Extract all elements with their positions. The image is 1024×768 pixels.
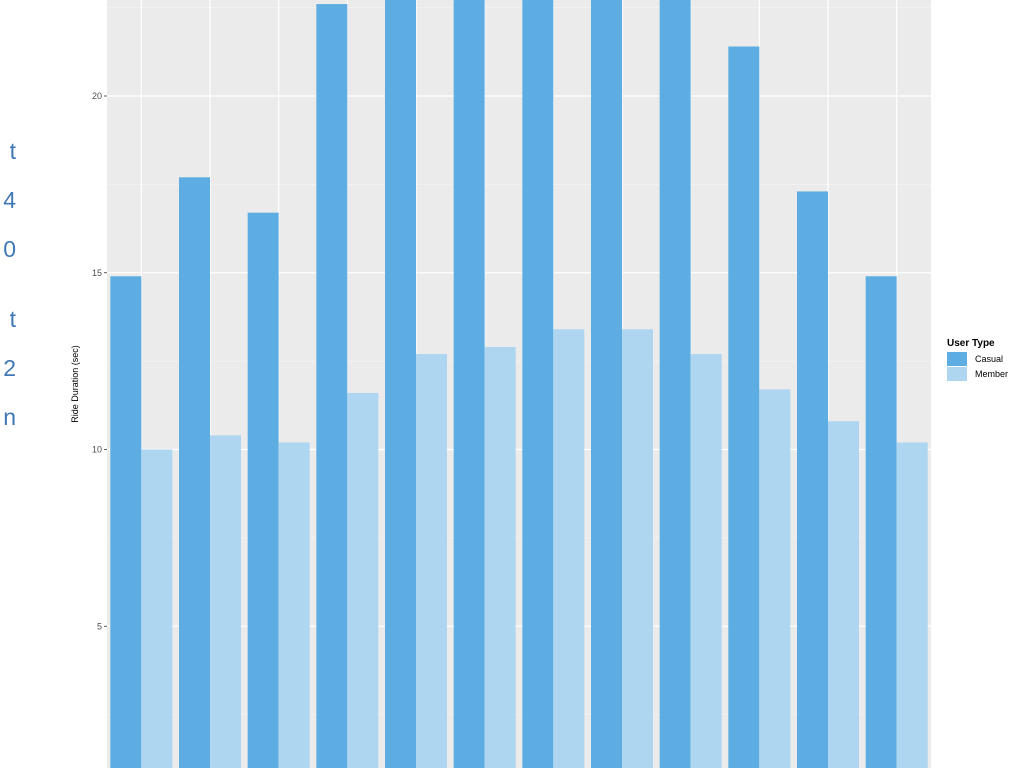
legend-swatch-casual: [947, 352, 967, 366]
legend-title: User Type: [947, 338, 995, 349]
bar-member: [484, 346, 516, 768]
bar-casual: [179, 177, 210, 768]
legend-swatch-member: [947, 367, 967, 381]
y-tick-label: 10: [92, 445, 102, 455]
bar-member: [622, 329, 653, 768]
y-tick-label: 5: [97, 621, 102, 631]
side-text-fragment: t: [9, 306, 16, 332]
bar-member: [416, 354, 447, 768]
legend: User Type Casual Member: [947, 338, 1008, 381]
bar-member: [210, 435, 241, 768]
legend-label-member: Member: [975, 369, 1008, 379]
bar-member: [690, 354, 722, 768]
side-text-fragment: 2: [3, 355, 16, 381]
bar-casual: [522, 0, 554, 768]
bar-casual: [247, 212, 279, 768]
cropped-side-text: t 4 0 t 2 n: [0, 0, 40, 768]
bar-casual: [316, 4, 348, 768]
y-tick-label: 15: [92, 268, 102, 278]
bar-member: [141, 449, 173, 768]
bar-casual: [865, 276, 897, 768]
bar-member: [896, 442, 928, 768]
y-axis: 5 10 15 20: [92, 91, 107, 631]
bar-casual: [591, 0, 622, 768]
bar-member: [759, 389, 791, 768]
bar-casual: [385, 0, 416, 768]
bar-casual: [110, 276, 142, 768]
bar-casual: [659, 0, 691, 768]
bar-member: [553, 329, 585, 768]
bar-member: [347, 392, 379, 768]
side-text-fragment: 4: [3, 187, 16, 213]
legend-label-casual: Casual: [975, 354, 1003, 364]
bar-casual: [797, 191, 828, 768]
grid-minor: [107, 7, 931, 715]
plot-panel: [107, 0, 931, 768]
side-text-fragment: 0: [3, 236, 16, 262]
bar-member: [828, 421, 859, 768]
side-text-fragment: t: [9, 138, 16, 164]
side-text-fragment: n: [3, 404, 16, 430]
y-tick-label: 20: [92, 91, 102, 101]
bar-casual: [728, 46, 760, 768]
y-axis-title: Ride Duration (sec): [70, 345, 80, 423]
bar-casual: [453, 0, 485, 768]
bars: [110, 0, 928, 768]
bar-member: [278, 442, 310, 768]
